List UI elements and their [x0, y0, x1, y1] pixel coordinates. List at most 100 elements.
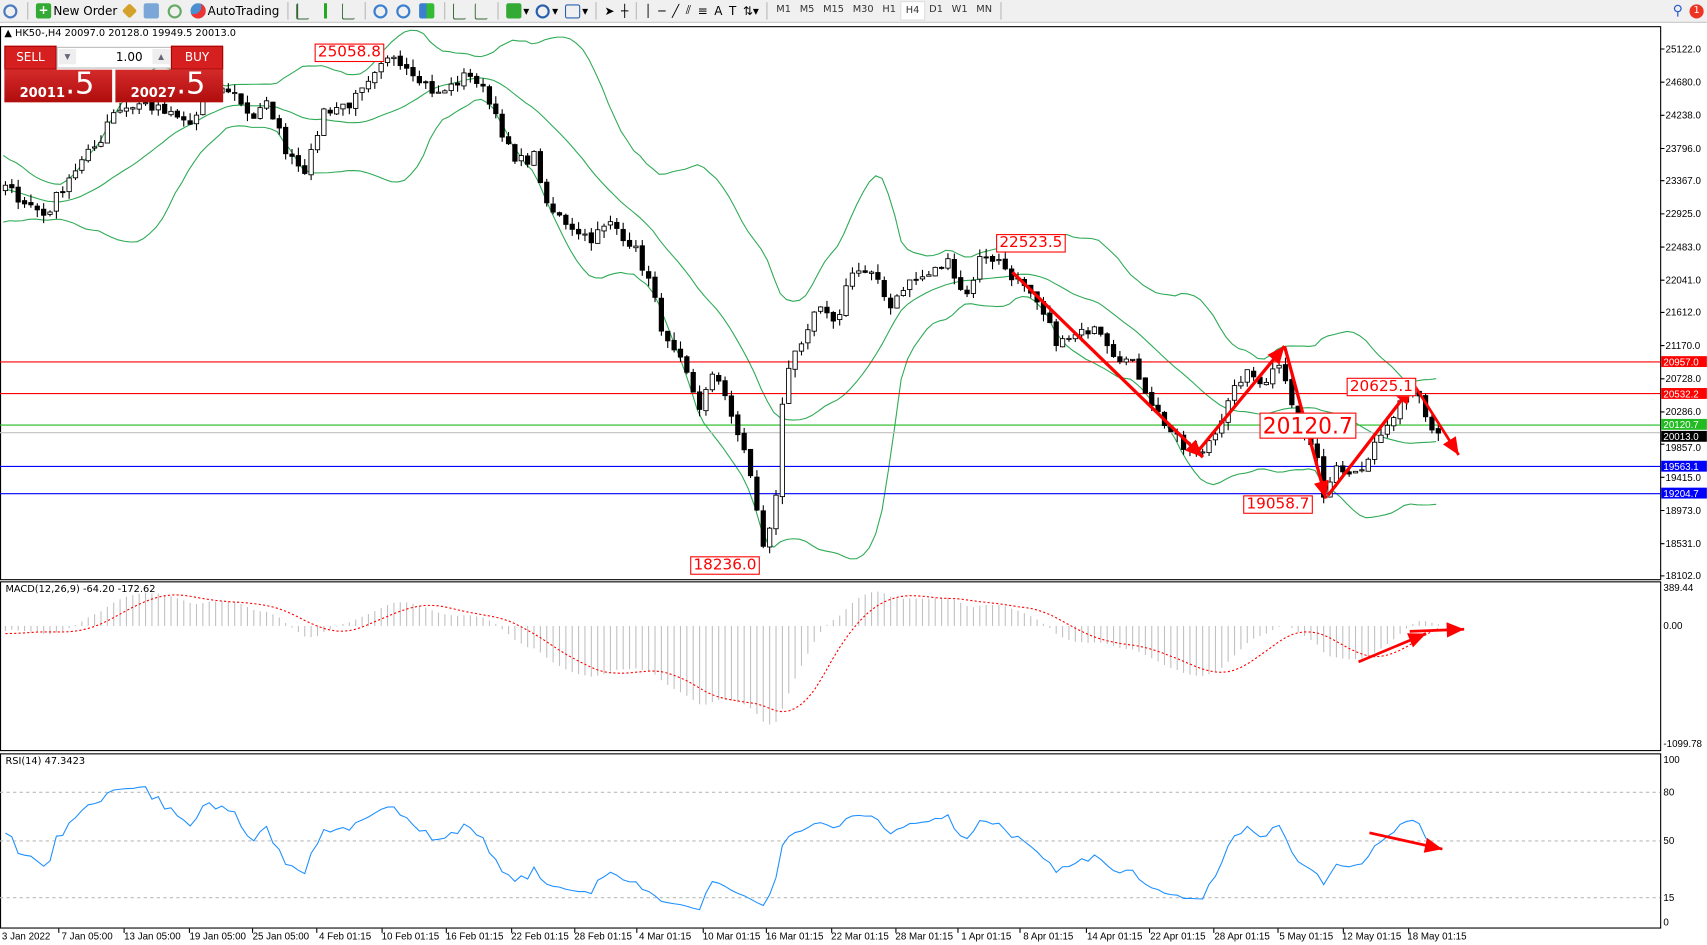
text-label-button[interactable]: T: [726, 1, 740, 21]
rsi-line: [5, 786, 1439, 911]
clock-icon: [535, 3, 550, 18]
cursor-button[interactable]: ➤: [601, 1, 618, 21]
chart-window[interactable]: 25122.0 24680.0 24238.0 23796.0 23367.0 22925…: [0, 24, 1707, 945]
arrows-icon: ⇅▾: [742, 3, 759, 18]
buy-price[interactable]: 20027.5: [115, 65, 224, 103]
equidistant-channel-button[interactable]: ⫽: [683, 1, 695, 21]
candle-body: [499, 113, 505, 138]
timeframe-h4[interactable]: H4: [900, 1, 925, 21]
autotrading-button[interactable]: AutoTrading: [187, 1, 283, 21]
timeframe-m5[interactable]: M5: [799, 4, 815, 16]
candle-body: [321, 108, 327, 136]
candle-body: [588, 232, 594, 244]
candle-body: [1276, 364, 1282, 369]
server-icon: [143, 3, 159, 19]
candle-body: [875, 272, 881, 280]
annotation-label[interactable]: 20625.1: [1346, 377, 1417, 397]
timeframe-m15[interactable]: M15: [823, 4, 845, 16]
annotation-label[interactable]: 20120.7: [1259, 412, 1357, 439]
vertical-line-icon: │: [644, 3, 652, 18]
candle-body: [773, 494, 779, 530]
price-axis-label: 24680.0: [1666, 77, 1702, 88]
text-button[interactable]: A: [711, 1, 726, 21]
lot-decrease-button[interactable]: ▼: [58, 48, 77, 65]
candle-body: [824, 306, 830, 314]
annotation-label[interactable]: 22523.5: [996, 234, 1066, 253]
horizontal-line-button[interactable]: ─: [655, 1, 669, 21]
price-axis-label: 22041.0: [1666, 275, 1702, 286]
price-axis-label: 23367.0: [1666, 176, 1702, 187]
new-order-button[interactable]: + New Order: [33, 1, 121, 21]
zoom-out-button[interactable]: [393, 1, 416, 21]
fibonacci-button[interactable]: ≡: [694, 1, 711, 21]
candle-body: [327, 109, 333, 114]
zoom-glass-button[interactable]: [0, 1, 23, 21]
candle-body: [270, 101, 276, 120]
candlestick-button[interactable]: [314, 1, 338, 21]
navigator-button[interactable]: [140, 1, 164, 21]
price-axis-label: 21612.0: [1666, 308, 1702, 319]
candle-body: [174, 110, 181, 118]
chart-shift-button[interactable]: [471, 1, 493, 21]
autoscroll-button[interactable]: [449, 1, 471, 21]
symbol-ohlc: HK50-,H4 20097.0 20128.0 19949.5 20013.0: [15, 28, 237, 40]
price-axis-label: 19415.0: [1666, 473, 1702, 484]
candle-body: [633, 245, 639, 249]
timeframe-d1[interactable]: D1: [929, 4, 943, 16]
candle-body: [525, 155, 531, 165]
template-icon: [564, 3, 580, 18]
candle-body: [225, 88, 231, 93]
sell-button[interactable]: SELL: [4, 45, 57, 70]
candle-body: [544, 181, 550, 204]
candle-body: [856, 270, 862, 274]
timeframe-mn[interactable]: MN: [976, 4, 993, 16]
timeframe-m30[interactable]: M30: [852, 4, 874, 16]
candle-body: [716, 375, 722, 382]
periods-button[interactable]: ▾: [533, 1, 562, 21]
market-watch-button[interactable]: [121, 1, 141, 21]
timeframe-h1[interactable]: H1: [882, 4, 896, 16]
annotation-label[interactable]: 19058.7: [1243, 495, 1313, 514]
trendline-button[interactable]: ╱: [669, 1, 683, 21]
sell-price[interactable]: 20011.5: [4, 65, 113, 103]
rsi-axis-label: 50: [1663, 836, 1674, 847]
timeframe-w1[interactable]: W1: [951, 4, 968, 16]
candle-body: [346, 102, 352, 109]
templates-button[interactable]: ▾: [561, 1, 591, 21]
lot-increase-button[interactable]: ▲: [152, 48, 170, 65]
arrows-button[interactable]: ⇅▾: [740, 1, 763, 21]
bar-chart-button[interactable]: [292, 1, 314, 21]
line-chart-button[interactable]: [338, 1, 360, 21]
signals-button[interactable]: [164, 1, 187, 21]
toolbar-divider: [364, 2, 366, 20]
buy-price-main: 20027: [130, 84, 177, 101]
time-axis-label: 25 Jan 05:00: [253, 931, 310, 942]
timeframe-m1[interactable]: M1: [776, 4, 791, 16]
candle-body: [767, 527, 773, 548]
zoom-in-button[interactable]: [370, 1, 393, 21]
vertical-line-button[interactable]: │: [641, 1, 655, 21]
time-axis-label: 7 Jan 05:00: [62, 931, 114, 942]
channel-icon: ⫽: [685, 3, 692, 18]
crosshair-button[interactable]: ┼: [618, 1, 632, 21]
tile-windows-button[interactable]: [415, 1, 439, 21]
annotation-label[interactable]: 25058.8: [314, 43, 385, 63]
text-label-icon: T: [728, 3, 737, 18]
indicators-button[interactable]: ▾: [503, 1, 533, 21]
macd-axis-label: 389.44: [1663, 583, 1693, 594]
candle-body: [1365, 458, 1371, 472]
candle-body: [91, 146, 98, 149]
price-axis-label: 18973.0: [1666, 506, 1702, 517]
chart-canvas[interactable]: 25122.0 24680.0 24238.0 23796.0 23367.0 22925…: [0, 24, 1707, 945]
notifications-button[interactable]: 1: [1686, 1, 1707, 21]
time-axis-label: 22 Apr 01:15: [1150, 931, 1206, 942]
line-chart-icon: [341, 2, 355, 20]
candle-body: [1123, 358, 1129, 363]
lot-size-input[interactable]: ▼ 1.00 ▲: [56, 46, 172, 69]
candle-body: [690, 371, 696, 393]
search-button[interactable]: ⚲: [1669, 1, 1686, 21]
autotrading-label: AutoTrading: [207, 3, 280, 18]
main-panel-frame: [0, 26, 1662, 581]
annotation-label[interactable]: 18236.0: [690, 556, 760, 575]
buy-button[interactable]: BUY: [170, 45, 224, 70]
